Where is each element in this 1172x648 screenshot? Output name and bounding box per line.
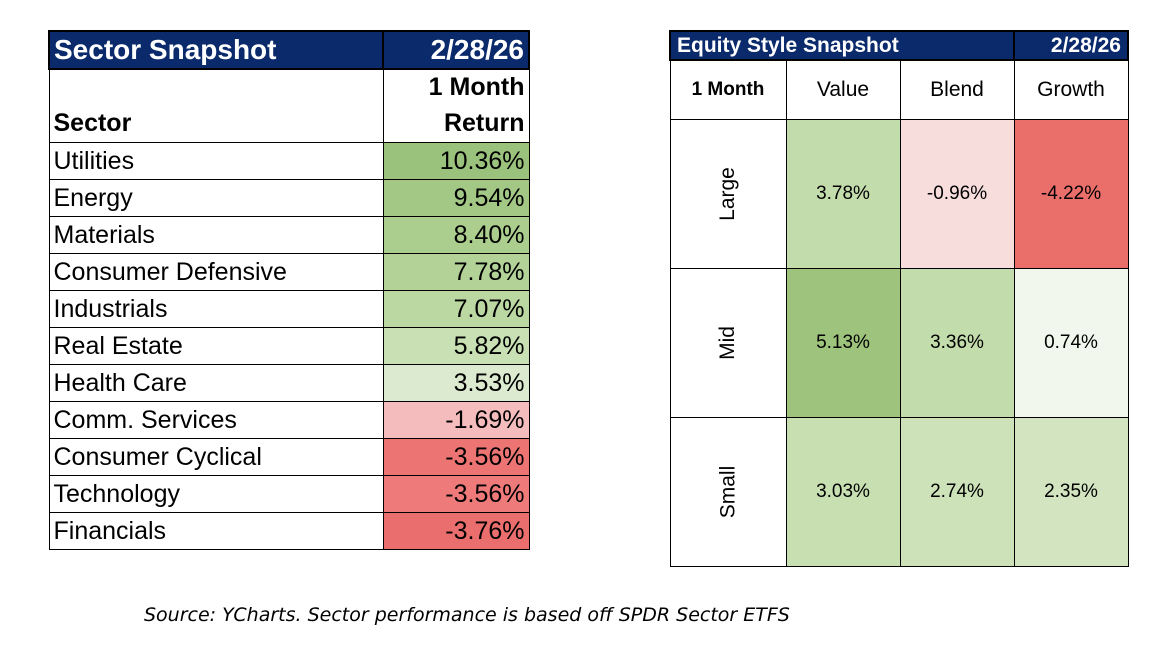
sector-name: Financials — [48, 512, 384, 550]
style-row-label-cell: Small — [669, 417, 787, 567]
style-cell: 0.74% — [1013, 268, 1129, 418]
style-cell: 3.36% — [899, 268, 1015, 418]
sector-row: Consumer Defensive 7.78% — [48, 253, 530, 291]
sector-header: Sector — [48, 105, 384, 143]
sector-row: Financials -3.76% — [48, 512, 530, 550]
sector-name: Comm. Services — [48, 401, 384, 439]
style-cell: 5.13% — [785, 268, 901, 418]
sector-row: Real Estate 5.82% — [48, 327, 530, 365]
sector-row: Technology -3.56% — [48, 475, 530, 513]
style-col-value: Value — [785, 59, 901, 120]
style-row-label: Small — [715, 465, 739, 519]
sector-return: -3.76% — [382, 512, 530, 550]
sector-return: 8.40% — [382, 216, 530, 254]
style-row-label-cell: Large — [669, 119, 787, 269]
style-row-label: Large — [716, 167, 739, 221]
sector-row: Utilities 10.36% — [48, 142, 530, 180]
style-cell: 2.35% — [1013, 417, 1129, 567]
sector-name: Consumer Cyclical — [48, 438, 384, 476]
sector-table-title: Sector Snapshot — [48, 30, 384, 70]
style-row-label: Mid — [716, 326, 739, 360]
sector-name: Materials — [48, 216, 384, 254]
style-cell: -0.96% — [899, 119, 1015, 269]
style-row: Large 3.78% -0.96% -4.22% — [669, 119, 1129, 269]
style-cell: 3.78% — [785, 119, 901, 269]
sector-return: -3.56% — [382, 475, 530, 513]
source-note: Source: YCharts. Sector performance is b… — [144, 604, 790, 626]
sector-return: 7.07% — [382, 290, 530, 328]
sector-row: Energy 9.54% — [48, 179, 530, 217]
sector-name: Real Estate — [48, 327, 384, 365]
sector-return: 5.82% — [382, 327, 530, 365]
sector-return: 9.54% — [382, 179, 530, 217]
return-header-line2: Return — [382, 105, 530, 143]
sector-row: Comm. Services -1.69% — [48, 401, 530, 439]
sector-return: 7.78% — [382, 253, 530, 291]
sector-row: Health Care 3.53% — [48, 364, 530, 402]
style-cell: 2.74% — [899, 417, 1015, 567]
sector-return: 10.36% — [382, 142, 530, 180]
style-table-title: Equity Style Snapshot — [669, 30, 1015, 61]
sector-return: -1.69% — [382, 401, 530, 439]
sector-name: Utilities — [48, 142, 384, 180]
sector-header-blank — [48, 68, 384, 105]
sector-name: Industrials — [48, 290, 384, 328]
return-header-line1: 1 Month — [382, 68, 530, 105]
equity-style-snapshot-table: Equity Style Snapshot 2/28/26 1 Month Va… — [669, 30, 1129, 567]
sector-row: Consumer Cyclical -3.56% — [48, 438, 530, 476]
style-col-blend: Blend — [899, 59, 1015, 120]
sector-row: Materials 8.40% — [48, 216, 530, 254]
style-row: Mid 5.13% 3.36% 0.74% — [669, 268, 1129, 418]
sector-name: Technology — [48, 475, 384, 513]
style-cell: -4.22% — [1013, 119, 1129, 269]
style-row: Small 3.03% 2.74% 2.35% — [669, 417, 1129, 567]
style-row-label-cell: Mid — [669, 268, 787, 418]
sector-return: -3.56% — [382, 438, 530, 476]
sector-return: 3.53% — [382, 364, 530, 402]
style-cell: 3.03% — [785, 417, 901, 567]
sector-name: Health Care — [48, 364, 384, 402]
sector-name: Consumer Defensive — [48, 253, 384, 291]
style-corner-label: 1 Month — [669, 59, 787, 120]
sector-snapshot-table: Sector Snapshot 2/28/26 1 Month Sector R… — [48, 30, 530, 550]
style-table-date: 2/28/26 — [1013, 30, 1129, 61]
style-col-growth: Growth — [1013, 59, 1129, 120]
sector-table-date: 2/28/26 — [382, 30, 530, 70]
sector-name: Energy — [48, 179, 384, 217]
sector-row: Industrials 7.07% — [48, 290, 530, 328]
